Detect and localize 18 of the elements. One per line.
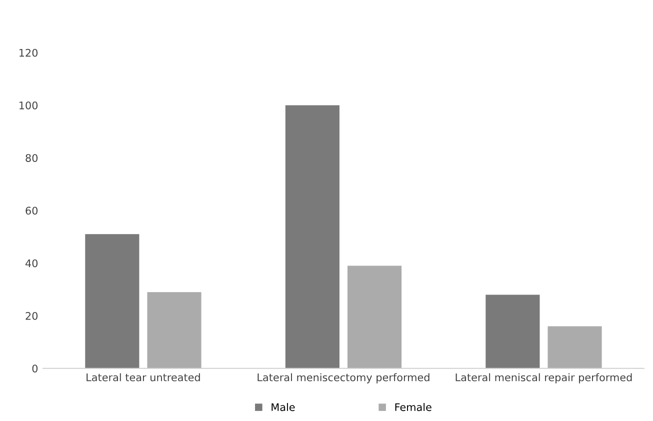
bar <box>147 292 202 368</box>
bar <box>285 105 340 368</box>
bar <box>486 294 540 368</box>
x-tick-label: Lateral tear untreated <box>86 373 200 382</box>
y-tick-label: 0 <box>32 364 38 372</box>
bar <box>548 326 602 368</box>
x-tick-label: Lateral meniscal repair performed <box>456 373 632 384</box>
legend-label: Female <box>395 403 432 412</box>
y-tick-label: 20 <box>26 312 38 320</box>
y-tick-label: 60 <box>26 206 38 215</box>
y-tick-label: 120 <box>20 48 38 57</box>
y-tick-label: 100 <box>20 101 38 110</box>
y-tick-label: 80 <box>26 154 38 162</box>
y-tick-label: 40 <box>25 259 38 268</box>
bar <box>85 234 140 368</box>
bar <box>347 266 402 368</box>
x-tick-label: Lateral meniscectomy performed <box>258 373 430 384</box>
legend-label: Male <box>272 403 295 412</box>
